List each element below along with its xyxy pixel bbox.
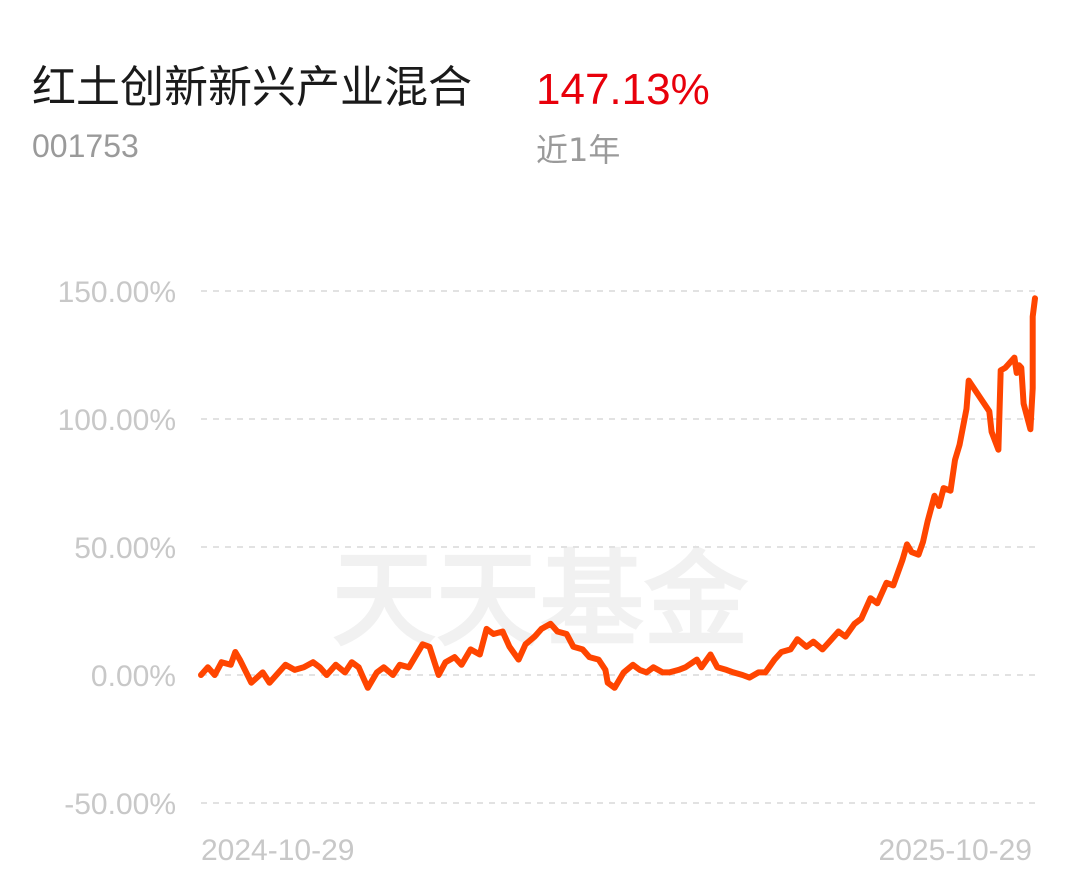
x-tick-label: 2025-10-29	[879, 834, 1032, 867]
series-layer	[198, 295, 1038, 691]
x-axis-labels: 2024-10-29 2025-10-29	[201, 834, 1032, 867]
period-label[interactable]: 近1年	[536, 131, 621, 169]
fund-code[interactable]: 001753	[32, 128, 139, 164]
return-line	[198, 295, 1038, 691]
y-tick-label: 100.00%	[58, 404, 176, 437]
y-tick-label: -50.00%	[64, 788, 176, 821]
fund-return-value: 147.13%	[536, 65, 710, 114]
fund-name: 红土创新新兴产业混合	[32, 62, 472, 113]
y-axis-labels: 150.00% 100.00% 50.00% 0.00% -50.00%	[58, 276, 176, 821]
y-tick-label: 150.00%	[58, 276, 176, 309]
y-tick-label: 0.00%	[91, 660, 176, 693]
x-tick-label: 2024-10-29	[201, 834, 354, 867]
y-tick-label: 50.00%	[74, 532, 176, 565]
watermark-logo: 天天基金	[332, 538, 749, 661]
